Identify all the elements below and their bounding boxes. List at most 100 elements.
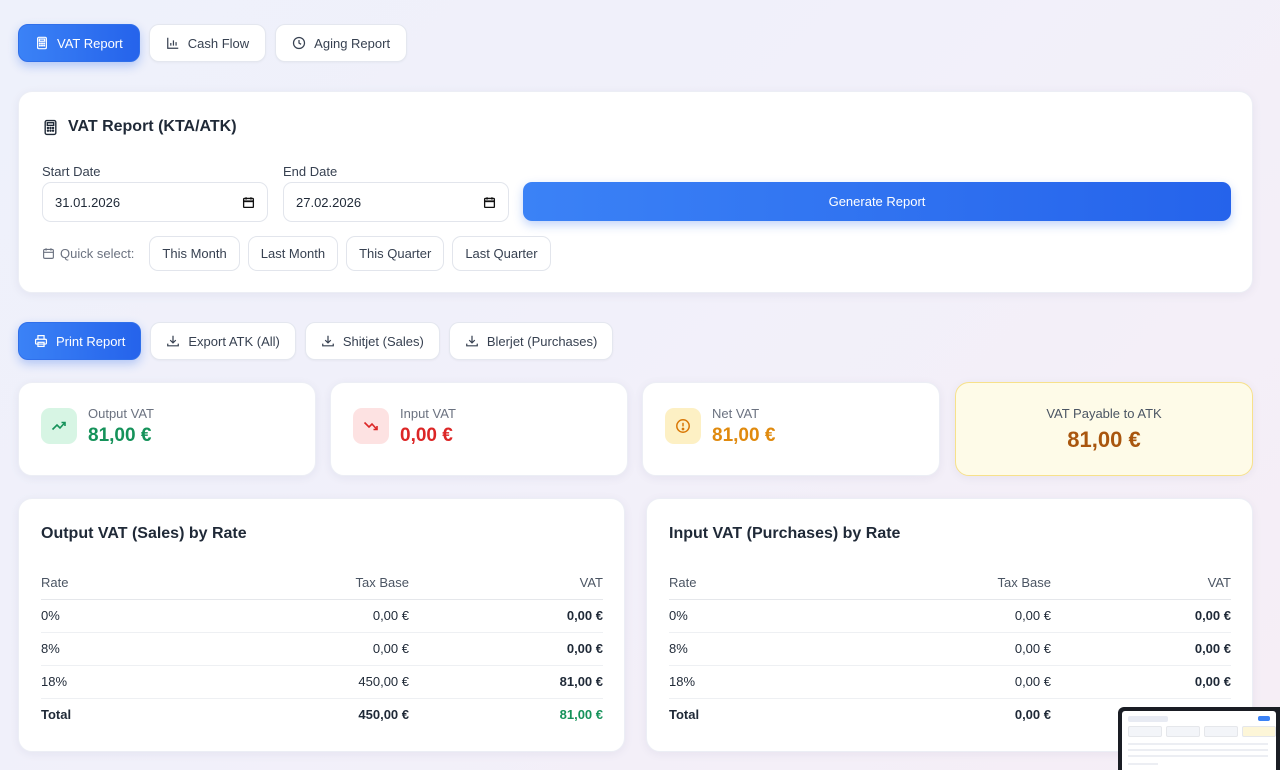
export-purchases-button[interactable]: Blerjet (Purchases) xyxy=(448,322,614,360)
thumbnail-button xyxy=(1258,716,1270,721)
end-date-input[interactable]: 27.02.2026 xyxy=(283,182,509,222)
quick-select-label: Quick select: xyxy=(42,246,134,261)
quick-select-text: Quick select: xyxy=(60,246,135,261)
tab-cash-flow[interactable]: Cash Flow xyxy=(148,24,267,62)
table-row: 8% 0,00 € 0,00 € xyxy=(669,632,1231,666)
start-date-input[interactable]: 31.01.2026 xyxy=(42,182,268,222)
alert-circle-icon xyxy=(665,408,701,444)
tab-label: Aging Report xyxy=(314,35,391,51)
total-row: Total 450,00 € 81,00 € xyxy=(41,698,603,731)
column-header-tax-base: Tax Base xyxy=(201,567,409,600)
column-header-vat: VAT xyxy=(1051,567,1231,600)
input-vat-table-title: Input VAT (Purchases) by Rate xyxy=(669,525,901,542)
total-label: Total xyxy=(41,707,72,723)
export-purchases-label: Blerjet (Purchases) xyxy=(486,333,598,349)
tax-base-cell: 0,00 € xyxy=(829,665,1051,699)
net-vat-card: Net VAT 81,00 € xyxy=(642,382,940,476)
start-date-label: Start Date xyxy=(42,164,101,179)
tab-aging-report[interactable]: Aging Report xyxy=(275,24,408,62)
vat-cell: 0,00 € xyxy=(1051,632,1231,666)
table-row: 18% 450,00 € 81,00 € xyxy=(41,665,603,699)
total-tax-base: 450,00 € xyxy=(358,707,409,723)
thumbnail-stat xyxy=(1128,726,1162,737)
column-header-rate: Rate xyxy=(41,567,201,600)
report-tabs: VAT Report Cash Flow Aging Report xyxy=(18,24,408,62)
download-icon xyxy=(166,334,180,348)
tax-base-cell: 0,00 € xyxy=(829,632,1051,666)
report-parameters-card: VAT Report (KTA/ATK) Start Date 31.01.20… xyxy=(18,91,1253,293)
trending-down-icon xyxy=(353,408,389,444)
tab-label: VAT Report xyxy=(57,35,123,51)
vat-cell: 0,00 € xyxy=(1051,665,1231,699)
print-report-label: Print Report xyxy=(56,333,126,349)
quick-this-quarter-button[interactable]: This Quarter xyxy=(346,236,445,271)
export-atk-all-label: Export ATK (All) xyxy=(188,333,280,349)
quick-last-quarter-button[interactable]: Last Quarter xyxy=(452,236,551,271)
tax-base-cell: 0,00 € xyxy=(201,599,409,633)
export-atk-all-button[interactable]: Export ATK (All) xyxy=(150,322,296,360)
thumbnail-line xyxy=(1128,755,1268,757)
table-row: 18% 0,00 € 0,00 € xyxy=(669,665,1231,699)
rate-cell: 8% xyxy=(669,632,829,666)
vat-cell: 0,00 € xyxy=(1051,599,1231,633)
rate-cell: 0% xyxy=(41,599,201,633)
vat-cell: 81,00 € xyxy=(409,665,603,699)
start-date-value: 31.01.2026 xyxy=(55,194,121,210)
thumbnail-stat xyxy=(1166,726,1200,737)
vat-payable-value: 81,00 € xyxy=(1067,427,1141,452)
calculator-icon xyxy=(42,119,59,136)
output-vat-label: Output VAT xyxy=(88,406,154,421)
quick-this-month-button[interactable]: This Month xyxy=(149,236,240,271)
vat-payable-card: VAT Payable to ATK 81,00 € xyxy=(955,382,1253,476)
print-report-button[interactable]: Print Report xyxy=(18,322,142,360)
output-vat-value: 81,00 € xyxy=(88,425,152,446)
thumbnail-header xyxy=(1128,716,1168,722)
net-vat-value: 81,00 € xyxy=(712,425,776,446)
vat-payable-label: VAT Payable to ATK xyxy=(1046,406,1162,421)
tab-vat-report[interactable]: VAT Report xyxy=(18,24,140,62)
tax-base-cell: 0,00 € xyxy=(201,632,409,666)
rate-cell: 18% xyxy=(41,665,201,699)
total-label: Total xyxy=(669,707,700,723)
report-actions: Print Report Export ATK (All) Shitjet (S… xyxy=(18,322,614,360)
output-vat-card: Output VAT 81,00 € xyxy=(18,382,316,476)
thumbnail-line xyxy=(1128,763,1158,765)
bar-chart-icon xyxy=(166,36,180,50)
total-vat: 81,00 € xyxy=(559,707,603,723)
calendar-icon[interactable] xyxy=(242,196,255,209)
end-date-value: 27.02.2026 xyxy=(296,194,362,210)
table-row: 0% 0,00 € 0,00 € xyxy=(669,599,1231,633)
output-vat-table-title: Output VAT (Sales) by Rate xyxy=(41,525,247,542)
calculator-icon xyxy=(35,36,49,50)
calendar-icon[interactable] xyxy=(483,196,496,209)
input-vat-table-card: Input VAT (Purchases) by Rate Rate Tax B… xyxy=(646,498,1253,752)
vat-cell: 0,00 € xyxy=(409,599,603,633)
export-sales-button[interactable]: Shitjet (Sales) xyxy=(304,322,440,360)
rate-cell: 8% xyxy=(41,632,201,666)
output-vat-table: Rate Tax Base VAT 0% 0,00 € 0,00 € 8% 0,… xyxy=(41,567,603,731)
clock-icon xyxy=(292,36,306,50)
total-tax-base: 0,00 € xyxy=(1014,707,1051,723)
screen-preview-thumbnail[interactable] xyxy=(1118,707,1280,770)
quick-last-month-button[interactable]: Last Month xyxy=(247,236,339,271)
input-vat-table: Rate Tax Base VAT 0% 0,00 € 0,00 € 8% 0,… xyxy=(669,567,1231,731)
tax-base-cell: 450,00 € xyxy=(201,665,409,699)
quick-select-row: Quick select: This Month Last Month This… xyxy=(42,236,551,271)
generate-report-button[interactable]: Generate Report xyxy=(523,182,1231,221)
download-icon xyxy=(321,334,335,348)
calendar-icon xyxy=(42,247,55,260)
thumbnail-stat xyxy=(1242,726,1276,737)
input-vat-card: Input VAT 0,00 € xyxy=(330,382,628,476)
table-row: 8% 0,00 € 0,00 € xyxy=(41,632,603,666)
net-vat-label: Net VAT xyxy=(712,406,760,421)
tax-base-cell: 0,00 € xyxy=(829,599,1051,633)
input-vat-label: Input VAT xyxy=(400,406,456,421)
table-row: 0% 0,00 € 0,00 € xyxy=(41,599,603,633)
printer-icon xyxy=(34,334,48,348)
output-vat-table-card: Output VAT (Sales) by Rate Rate Tax Base… xyxy=(18,498,625,752)
download-icon xyxy=(465,334,479,348)
column-header-vat: VAT xyxy=(409,567,603,600)
thumbnail-line xyxy=(1128,743,1268,745)
rate-cell: 18% xyxy=(669,665,829,699)
trending-up-icon xyxy=(41,408,77,444)
